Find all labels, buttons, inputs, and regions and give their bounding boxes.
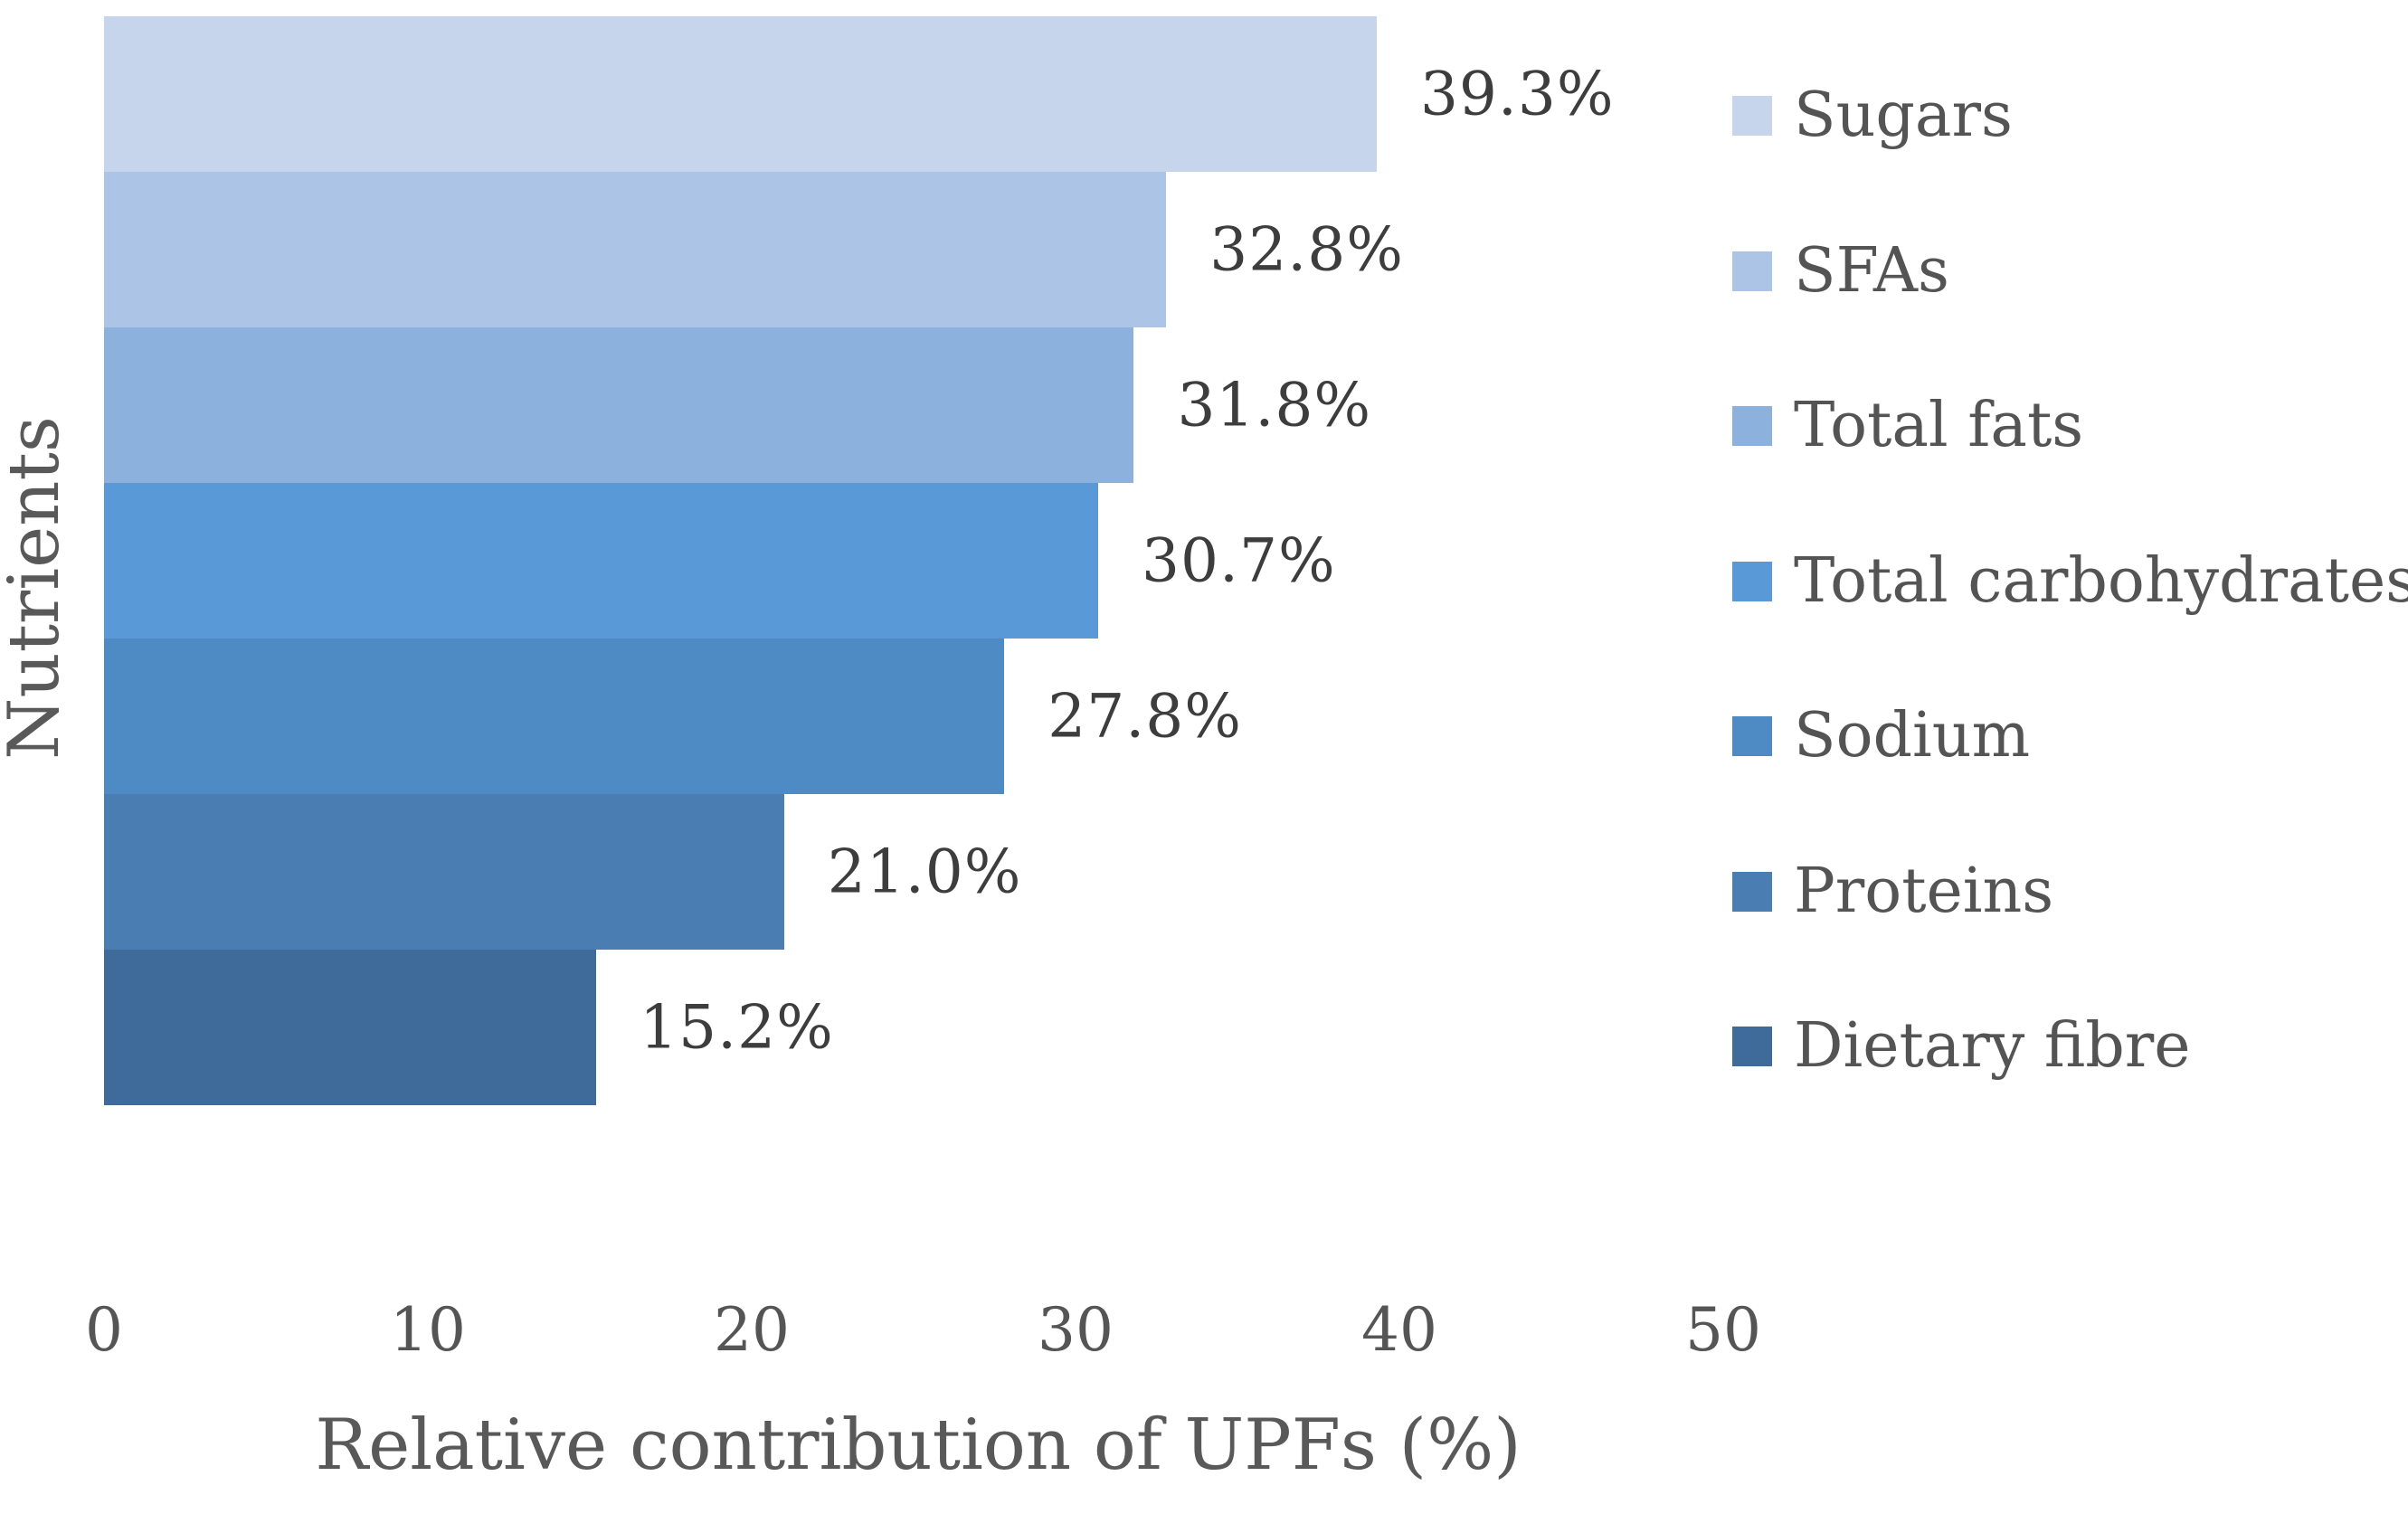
legend-label-sugars: Sugars: [1794, 80, 2013, 151]
data-label-proteins: 21.0%: [827, 837, 1022, 907]
legend-swatch-icon-sodium: [1732, 716, 1772, 756]
data-label-dietary-fibre: 15.2%: [640, 992, 834, 1063]
legend-label-total-carbohydrates: Total carbohydrates: [1794, 544, 2408, 617]
x-tick-label-0: 0: [85, 1295, 123, 1365]
legend-item-total-carbohydrates: Total carbohydrates: [1732, 544, 2408, 617]
legend-swatch-icon-total-fats: [1732, 406, 1772, 446]
x-tick-label-20: 20: [714, 1295, 790, 1365]
legend-item-sfas: SFAs: [1732, 234, 1949, 307]
legend-item-total-fats: Total fats: [1732, 395, 2083, 457]
legend-label-dietary-fibre: Dietary fibre: [1794, 1010, 2191, 1082]
x-tick-label-10: 10: [390, 1295, 466, 1365]
x-tick-label-40: 40: [1361, 1295, 1437, 1365]
legend-swatch-icon-proteins: [1732, 871, 1772, 912]
x-axis-title: Relative contribution of UPFs (%): [315, 1405, 1522, 1486]
legend-item-sodium: Sodium: [1732, 705, 2030, 767]
bar-total-fats: [104, 327, 1134, 483]
data-label-sodium: 27.8%: [1048, 681, 1242, 752]
bar-dietary-fibre: [104, 950, 597, 1105]
data-label-total-carbohydrates: 30.7%: [1142, 525, 1336, 596]
bar-proteins: [104, 794, 784, 950]
legend-swatch-icon-sfas: [1732, 251, 1772, 291]
bar-sfas: [104, 172, 1167, 327]
legend-swatch-icon-dietary-fibre: [1732, 1027, 1772, 1066]
data-label-total-fats: 31.8%: [1177, 370, 1372, 440]
legend-label-proteins: Proteins: [1794, 855, 2054, 927]
legend-swatch-icon-sugars: [1732, 96, 1772, 136]
bar-sodium: [104, 639, 1005, 794]
legend-swatch-icon-total-carbohydrates: [1732, 561, 1772, 601]
legend-item-sugars: Sugars: [1732, 85, 2013, 147]
legend-label-sfas: SFAs: [1794, 234, 1949, 307]
bar-sugars: [104, 16, 1377, 172]
legend-item-proteins: Proteins: [1732, 855, 2054, 927]
legend-label-total-fats: Total fats: [1794, 390, 2084, 461]
data-label-sfas: 32.8%: [1209, 214, 1404, 285]
legend-item-dietary-fibre: Dietary fibre: [1732, 1016, 2191, 1077]
legend-label-sodium: Sodium: [1794, 700, 2031, 771]
x-tick-label-30: 30: [1038, 1295, 1114, 1365]
data-label-sugars: 39.3%: [1419, 59, 1615, 129]
bar-total-carbohydrates: [104, 483, 1099, 639]
x-tick-label-50: 50: [1685, 1295, 1761, 1365]
